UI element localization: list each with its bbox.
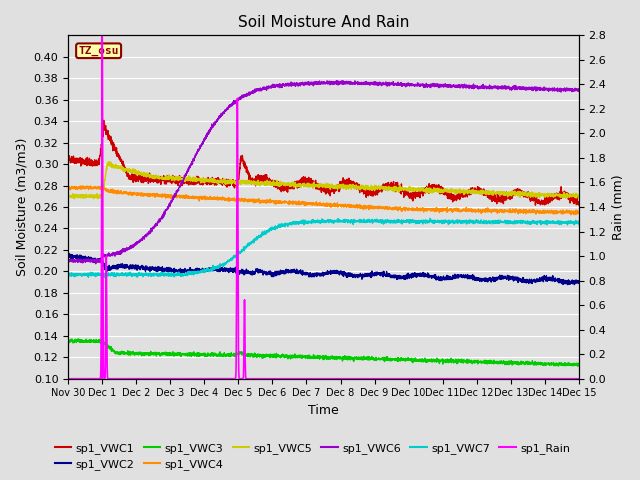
Title: Soil Moisture And Rain: Soil Moisture And Rain: [238, 15, 409, 30]
Legend: sp1_VWC1, sp1_VWC2, sp1_VWC3, sp1_VWC4, sp1_VWC5, sp1_VWC6, sp1_VWC7, sp1_Rain: sp1_VWC1, sp1_VWC2, sp1_VWC3, sp1_VWC4, …: [51, 438, 575, 474]
X-axis label: Time: Time: [308, 404, 339, 417]
Y-axis label: Soil Moisture (m3/m3): Soil Moisture (m3/m3): [15, 138, 28, 276]
Text: TZ_osu: TZ_osu: [78, 46, 119, 56]
Y-axis label: Rain (mm): Rain (mm): [612, 174, 625, 240]
